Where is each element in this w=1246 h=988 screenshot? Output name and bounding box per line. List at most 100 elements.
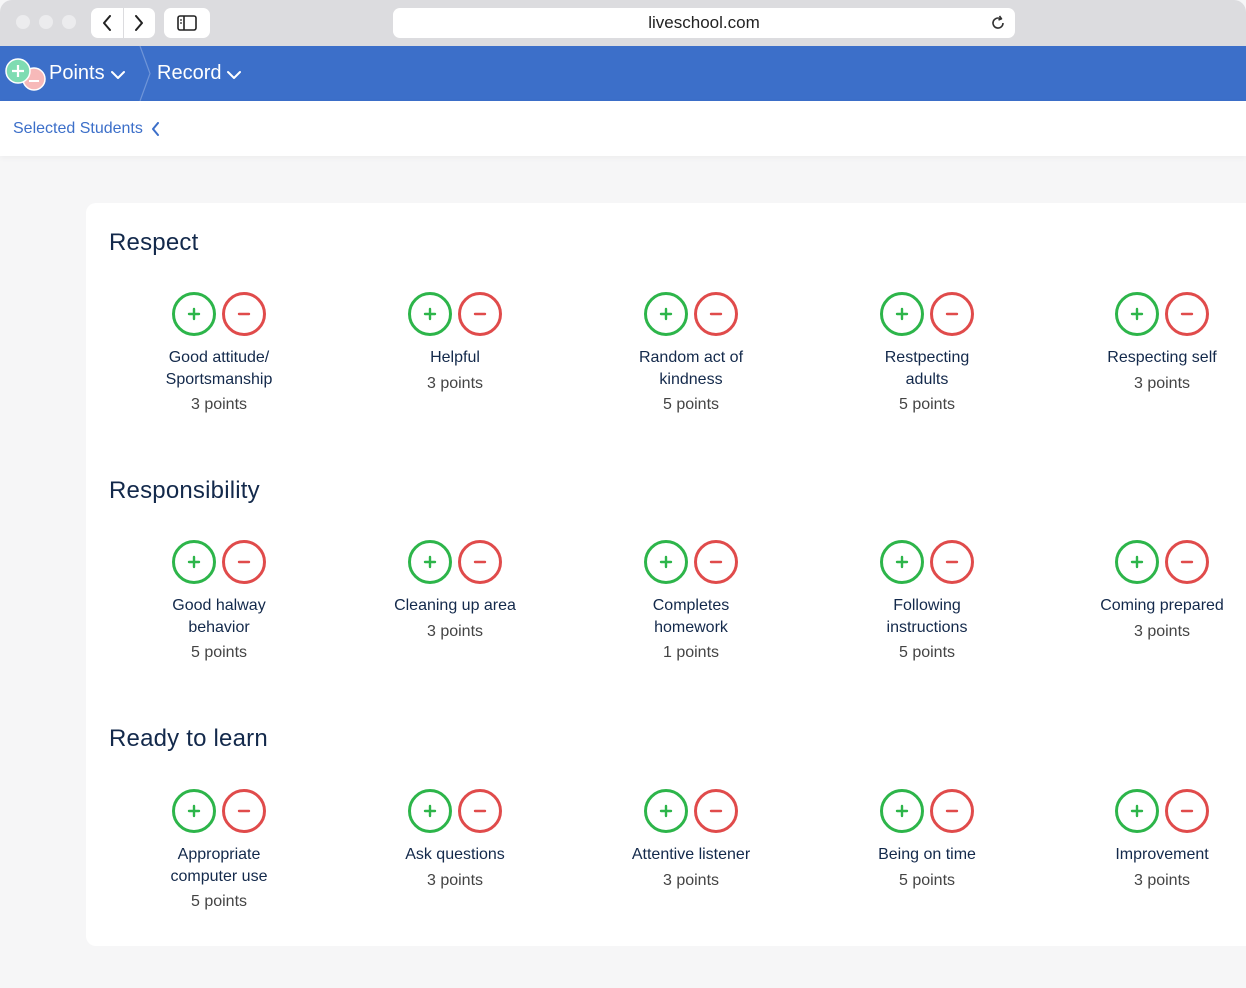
- behavior-points: 3 points: [1133, 374, 1191, 392]
- minus-icon: [709, 809, 723, 813]
- behavior-item: Restpecting adults 5 points: [847, 292, 1007, 415]
- minimize-window-button[interactable]: [39, 15, 53, 29]
- point-buttons: [847, 789, 1007, 839]
- plus-icon: [1130, 555, 1144, 569]
- maximize-window-button[interactable]: [62, 15, 76, 29]
- history-nav: [91, 8, 155, 38]
- behavior-item: Appropriate computer use 5 points: [139, 789, 299, 912]
- minus-icon: [237, 560, 251, 564]
- add-point-button[interactable]: [644, 789, 688, 833]
- remove-point-button[interactable]: [222, 292, 266, 336]
- behavior-name: Improvement: [1115, 846, 1209, 863]
- browser-chrome: liveschool.com: [0, 0, 1246, 46]
- minus-icon: [473, 809, 487, 813]
- forward-button[interactable]: [122, 8, 156, 38]
- behavior-name: Random act of kindness: [638, 349, 744, 388]
- plus-icon: [659, 555, 673, 569]
- chevron-left-icon: [102, 15, 111, 31]
- remove-point-button[interactable]: [1165, 292, 1209, 336]
- minus-icon: [473, 560, 487, 564]
- minus-icon: [945, 312, 959, 316]
- record-menu[interactable]: Record: [157, 46, 242, 101]
- selected-students-toggle[interactable]: Selected Students: [13, 101, 160, 156]
- behavior-name: Good halway behavior: [172, 597, 266, 636]
- remove-point-button[interactable]: [694, 540, 738, 584]
- close-window-button[interactable]: [16, 15, 30, 29]
- add-point-button[interactable]: [172, 540, 216, 584]
- remove-point-button[interactable]: [458, 292, 502, 336]
- point-buttons: [1082, 540, 1242, 590]
- add-point-button[interactable]: [172, 789, 216, 833]
- section-title: Respect: [109, 229, 199, 256]
- add-point-button[interactable]: [880, 292, 924, 336]
- add-point-button[interactable]: [408, 789, 452, 833]
- behavior-item: Completes homework 1 points: [611, 540, 771, 663]
- back-button[interactable]: [91, 8, 123, 38]
- add-point-button[interactable]: [408, 540, 452, 584]
- point-buttons: [139, 540, 299, 590]
- add-point-button[interactable]: [1115, 789, 1159, 833]
- behavior-item: Good halway behavior 5 points: [139, 540, 299, 663]
- minus-icon: [709, 560, 723, 564]
- behavior-points: 5 points: [898, 396, 956, 413]
- behavior-item: Cleaning up area 3 points: [375, 540, 535, 642]
- add-point-button[interactable]: [880, 540, 924, 584]
- point-buttons: [139, 789, 299, 839]
- plus-icon: [1130, 804, 1144, 818]
- behavior-item: Helpful 3 points: [375, 292, 535, 394]
- selected-students-label: Selected Students: [13, 119, 143, 137]
- behavior-points: 3 points: [1133, 622, 1191, 640]
- behavior-points: 5 points: [190, 644, 248, 661]
- remove-point-button[interactable]: [1165, 540, 1209, 584]
- record-menu-label: Record: [157, 62, 222, 84]
- behavior-item: Ask questions 3 points: [375, 789, 535, 891]
- behavior-item: Respecting self 3 points: [1082, 292, 1242, 394]
- plus-icon: [423, 555, 437, 569]
- behavior-points: 3 points: [662, 871, 720, 889]
- remove-point-button[interactable]: [930, 540, 974, 584]
- remove-point-button[interactable]: [458, 789, 502, 833]
- remove-point-button[interactable]: [458, 540, 502, 584]
- behavior-points: 3 points: [426, 871, 484, 889]
- minus-icon: [945, 809, 959, 813]
- behavior-item: Following instructions 5 points: [847, 540, 1007, 663]
- sidebar-toggle-button[interactable]: [164, 8, 210, 38]
- add-point-button[interactable]: [1115, 540, 1159, 584]
- remove-point-button[interactable]: [930, 789, 974, 833]
- chevron-down-icon: [110, 70, 125, 79]
- remove-point-button[interactable]: [694, 292, 738, 336]
- plus-icon: [659, 307, 673, 321]
- behavior-points: 3 points: [1133, 871, 1191, 889]
- reload-icon[interactable]: [989, 14, 1007, 32]
- behavior-item: Improvement 3 points: [1082, 789, 1242, 891]
- add-point-button[interactable]: [644, 292, 688, 336]
- add-point-button[interactable]: [408, 292, 452, 336]
- behavior-item: Attentive listener 3 points: [611, 789, 771, 891]
- point-buttons: [847, 540, 1007, 590]
- behavior-points: 1 points: [662, 644, 720, 661]
- minus-icon: [1180, 312, 1194, 316]
- remove-point-button[interactable]: [1165, 789, 1209, 833]
- remove-point-button[interactable]: [930, 292, 974, 336]
- minus-icon: [1180, 809, 1194, 813]
- remove-point-button[interactable]: [222, 540, 266, 584]
- app-header: Points Record: [0, 46, 1246, 101]
- points-menu[interactable]: Points: [49, 46, 125, 101]
- point-buttons: [611, 540, 771, 590]
- add-point-button[interactable]: [1115, 292, 1159, 336]
- behavior-name: Good attitude/ Sportsmanship: [165, 349, 273, 388]
- plus-icon: [659, 804, 673, 818]
- address-bar[interactable]: liveschool.com: [393, 8, 1015, 38]
- minus-icon: [1180, 560, 1194, 564]
- behavior-item: Good attitude/ Sportsmanship 3 points: [139, 292, 299, 415]
- remove-point-button[interactable]: [222, 789, 266, 833]
- point-buttons: [139, 292, 299, 342]
- plus-icon: [187, 555, 201, 569]
- remove-point-button[interactable]: [694, 789, 738, 833]
- add-point-button[interactable]: [172, 292, 216, 336]
- breadcrumb-divider: [139, 46, 151, 101]
- minus-icon: [945, 560, 959, 564]
- plus-icon: [895, 555, 909, 569]
- add-point-button[interactable]: [880, 789, 924, 833]
- add-point-button[interactable]: [644, 540, 688, 584]
